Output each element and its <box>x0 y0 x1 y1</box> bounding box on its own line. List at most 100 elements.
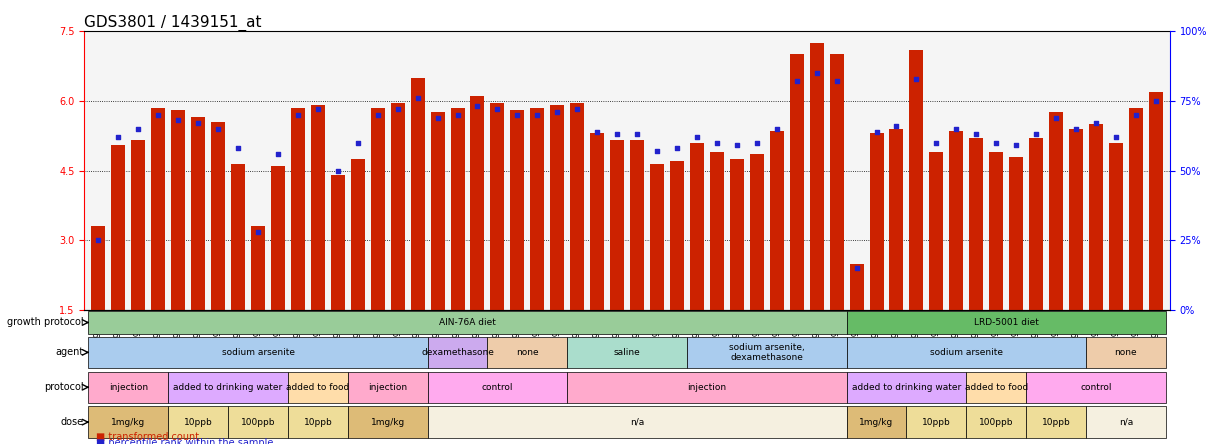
Bar <box>232 163 245 310</box>
Text: 1mg/kg: 1mg/kg <box>860 418 894 427</box>
FancyBboxPatch shape <box>847 372 966 403</box>
Text: 10ppb: 10ppb <box>183 418 212 427</box>
Point <box>328 167 347 174</box>
Bar <box>311 106 324 310</box>
FancyBboxPatch shape <box>1087 406 1166 438</box>
Bar <box>610 140 625 310</box>
Point <box>807 69 826 76</box>
Point <box>148 111 168 118</box>
Text: none: none <box>516 348 539 357</box>
Point <box>687 134 707 141</box>
FancyBboxPatch shape <box>168 372 288 403</box>
Text: added to drinking water: added to drinking water <box>851 383 961 392</box>
Bar <box>451 108 464 310</box>
Point <box>748 139 767 146</box>
FancyBboxPatch shape <box>1026 372 1166 403</box>
Text: dexamethasone: dexamethasone <box>421 348 494 357</box>
Text: sodium arsenite: sodium arsenite <box>222 348 294 357</box>
Text: added to food: added to food <box>286 383 350 392</box>
Point <box>1146 97 1165 104</box>
Text: n/a: n/a <box>1119 418 1134 427</box>
Point <box>568 106 587 113</box>
Bar <box>351 159 364 310</box>
Text: LRD-5001 diet: LRD-5001 diet <box>973 318 1038 327</box>
Text: 10ppb: 10ppb <box>923 418 950 427</box>
Text: protocol: protocol <box>43 382 83 392</box>
FancyBboxPatch shape <box>168 406 228 438</box>
Point <box>1126 111 1146 118</box>
Point <box>548 108 567 115</box>
FancyBboxPatch shape <box>567 337 687 368</box>
Point <box>648 147 667 155</box>
Bar <box>890 129 903 310</box>
FancyBboxPatch shape <box>847 406 907 438</box>
FancyBboxPatch shape <box>907 406 966 438</box>
Point <box>487 106 507 113</box>
FancyBboxPatch shape <box>228 406 288 438</box>
Point <box>788 78 807 85</box>
Bar <box>671 161 684 310</box>
Bar <box>809 43 824 310</box>
FancyBboxPatch shape <box>847 337 1087 368</box>
Point <box>388 106 408 113</box>
Bar <box>151 108 165 310</box>
Bar <box>171 110 186 310</box>
FancyBboxPatch shape <box>88 372 168 403</box>
Bar <box>211 122 226 310</box>
FancyBboxPatch shape <box>288 372 347 403</box>
Bar <box>330 175 345 310</box>
Text: saline: saline <box>614 348 640 357</box>
Point <box>907 75 926 82</box>
Bar <box>570 103 584 310</box>
Text: added to food: added to food <box>965 383 1028 392</box>
FancyBboxPatch shape <box>847 311 1166 334</box>
Bar <box>510 110 525 310</box>
Bar <box>1009 157 1023 310</box>
FancyBboxPatch shape <box>428 406 847 438</box>
Bar <box>391 103 405 310</box>
Bar <box>750 154 763 310</box>
Bar <box>431 112 445 310</box>
Point <box>827 78 847 85</box>
Bar <box>131 140 145 310</box>
Bar <box>370 108 385 310</box>
FancyBboxPatch shape <box>347 372 428 403</box>
Bar <box>949 131 964 310</box>
Point <box>608 131 627 138</box>
Point <box>587 128 607 135</box>
Point <box>707 139 726 146</box>
Bar <box>909 50 924 310</box>
Text: GDS3801 / 1439151_at: GDS3801 / 1439151_at <box>84 15 262 31</box>
FancyBboxPatch shape <box>288 406 347 438</box>
Text: injection: injection <box>368 383 408 392</box>
Text: 1mg/kg: 1mg/kg <box>111 418 146 427</box>
Text: sodium arsenite: sodium arsenite <box>930 348 1003 357</box>
Bar <box>1049 112 1062 310</box>
Point <box>109 134 128 141</box>
FancyBboxPatch shape <box>88 337 428 368</box>
Bar <box>111 145 125 310</box>
Point <box>508 111 527 118</box>
Text: agent: agent <box>55 347 83 357</box>
Text: AIN-76A diet: AIN-76A diet <box>439 318 496 327</box>
Bar <box>1149 91 1163 310</box>
Point <box>926 139 946 146</box>
Text: 1mg/kg: 1mg/kg <box>370 418 405 427</box>
FancyBboxPatch shape <box>428 337 487 368</box>
Bar <box>531 108 544 310</box>
Point <box>767 125 786 132</box>
Point <box>169 117 188 124</box>
Bar <box>690 143 704 310</box>
Bar <box>930 152 943 310</box>
Point <box>967 131 987 138</box>
Text: sodium arsenite,
dexamethasone: sodium arsenite, dexamethasone <box>728 343 804 362</box>
Point <box>667 145 686 152</box>
Point <box>209 125 228 132</box>
Point <box>228 145 247 152</box>
Bar <box>630 140 644 310</box>
Bar <box>849 264 863 310</box>
Bar <box>989 152 1003 310</box>
Point <box>447 111 467 118</box>
Text: 10ppb: 10ppb <box>1042 418 1071 427</box>
FancyBboxPatch shape <box>966 406 1026 438</box>
